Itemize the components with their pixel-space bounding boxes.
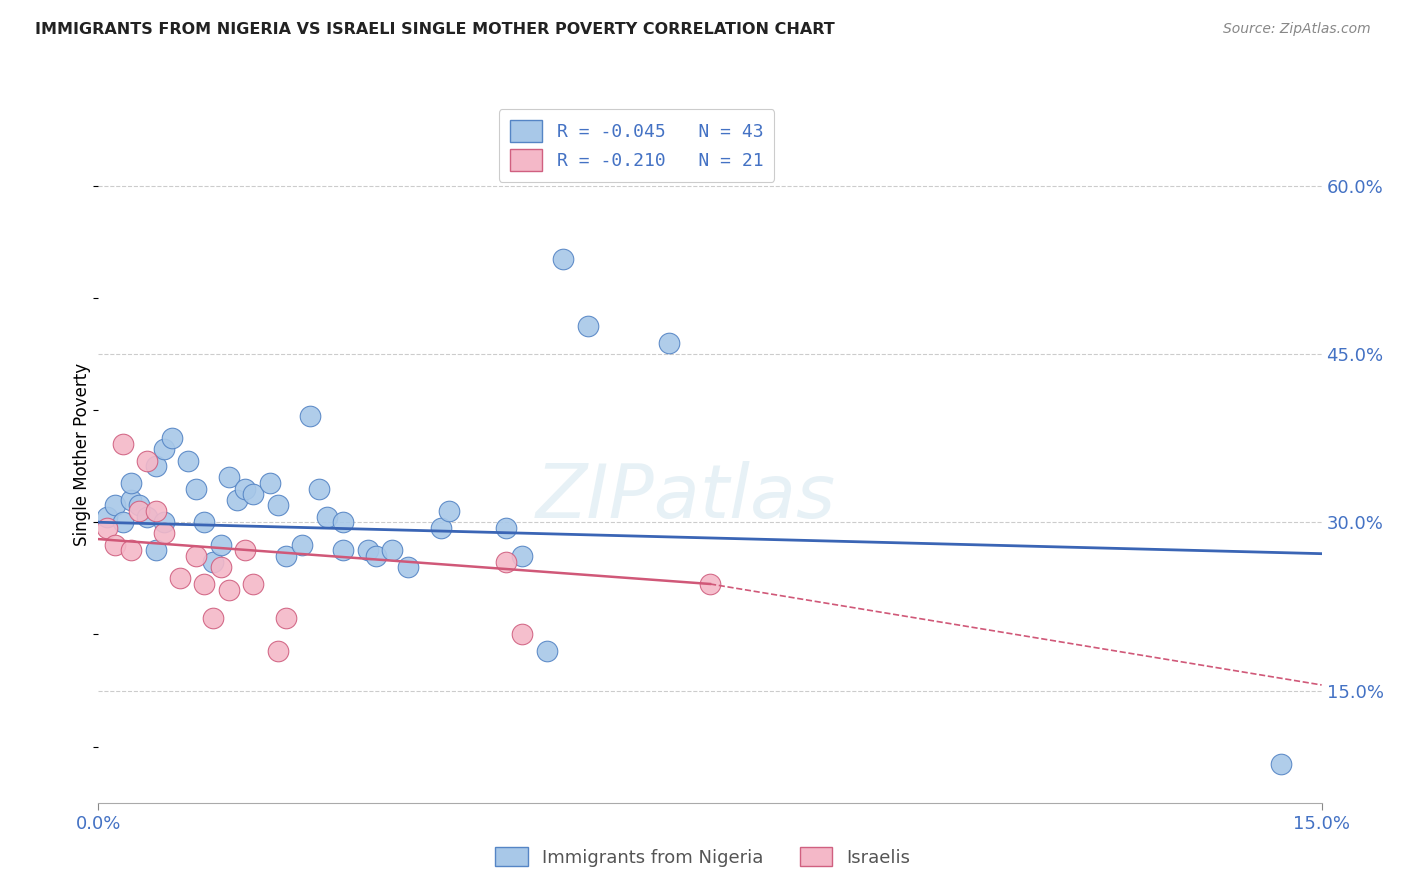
- Point: [512, 549, 534, 563]
- Point: [437, 504, 460, 518]
- Point: [274, 549, 297, 563]
- Point: [136, 453, 159, 467]
- Point: [315, 509, 337, 524]
- Point: [96, 521, 118, 535]
- Y-axis label: Single Mother Poverty: Single Mother Poverty: [73, 363, 91, 547]
- Point: [111, 436, 134, 450]
- Point: [536, 644, 558, 658]
- Point: [242, 577, 264, 591]
- Point: [201, 555, 224, 569]
- Text: Source: ZipAtlas.com: Source: ZipAtlas.com: [1223, 22, 1371, 37]
- Point: [512, 627, 534, 641]
- Point: [152, 526, 174, 541]
- Point: [120, 543, 142, 558]
- Point: [169, 571, 191, 585]
- Point: [145, 459, 167, 474]
- Point: [430, 521, 453, 535]
- Point: [308, 482, 330, 496]
- Point: [218, 582, 240, 597]
- Point: [242, 487, 264, 501]
- Point: [233, 482, 256, 496]
- Point: [226, 492, 249, 507]
- Point: [364, 549, 387, 563]
- Point: [381, 543, 404, 558]
- Point: [658, 335, 681, 350]
- Point: [186, 549, 208, 563]
- Point: [193, 515, 215, 529]
- Point: [193, 577, 215, 591]
- Point: [152, 515, 174, 529]
- Point: [186, 482, 208, 496]
- Point: [291, 538, 314, 552]
- Point: [209, 538, 232, 552]
- Point: [96, 509, 118, 524]
- Point: [152, 442, 174, 457]
- Point: [209, 560, 232, 574]
- Point: [218, 470, 240, 484]
- Text: ZIPatlas: ZIPatlas: [536, 460, 835, 533]
- Point: [576, 318, 599, 333]
- Point: [259, 475, 281, 490]
- Legend: Immigrants from Nigeria, Israelis: Immigrants from Nigeria, Israelis: [488, 840, 918, 874]
- Point: [128, 504, 150, 518]
- Point: [396, 560, 419, 574]
- Point: [1270, 756, 1292, 771]
- Point: [120, 492, 142, 507]
- Point: [233, 543, 256, 558]
- Point: [495, 555, 517, 569]
- Point: [145, 504, 167, 518]
- Point: [356, 543, 378, 558]
- Point: [299, 409, 322, 423]
- Point: [160, 431, 183, 445]
- Point: [274, 610, 297, 624]
- Point: [104, 538, 127, 552]
- Point: [699, 577, 721, 591]
- Point: [553, 252, 575, 266]
- Point: [136, 509, 159, 524]
- Point: [104, 499, 127, 513]
- Point: [128, 499, 150, 513]
- Point: [111, 515, 134, 529]
- Point: [145, 543, 167, 558]
- Point: [332, 515, 354, 529]
- Point: [332, 543, 354, 558]
- Legend: R = -0.045   N = 43, R = -0.210   N = 21: R = -0.045 N = 43, R = -0.210 N = 21: [499, 109, 775, 182]
- Point: [267, 644, 290, 658]
- Point: [495, 521, 517, 535]
- Text: IMMIGRANTS FROM NIGERIA VS ISRAELI SINGLE MOTHER POVERTY CORRELATION CHART: IMMIGRANTS FROM NIGERIA VS ISRAELI SINGL…: [35, 22, 835, 37]
- Point: [177, 453, 200, 467]
- Point: [120, 475, 142, 490]
- Point: [201, 610, 224, 624]
- Point: [267, 499, 290, 513]
